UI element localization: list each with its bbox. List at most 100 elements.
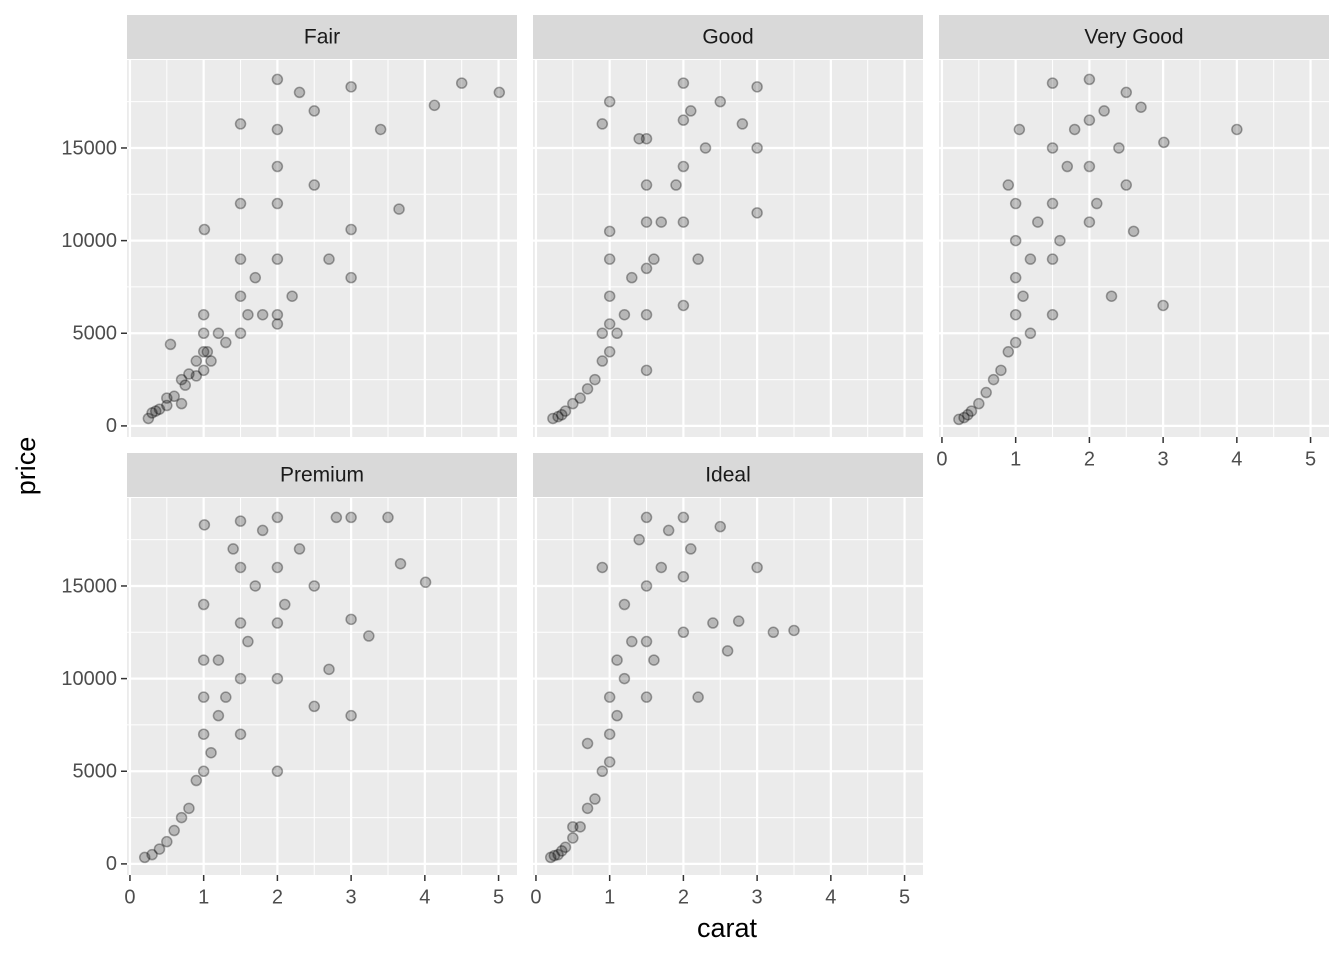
point — [648, 253, 660, 265]
point — [767, 626, 780, 639]
point — [242, 635, 254, 648]
point — [1009, 308, 1022, 321]
point — [271, 561, 284, 574]
y-tick-label: 15000 — [61, 575, 117, 597]
point — [640, 635, 653, 648]
point — [640, 262, 653, 275]
x-tick-label: 0 — [936, 448, 947, 470]
point — [286, 290, 298, 302]
point — [345, 271, 357, 284]
point — [640, 364, 653, 377]
x-tick-label: 4 — [419, 886, 430, 908]
point — [323, 253, 335, 265]
point — [556, 845, 568, 857]
point — [197, 327, 210, 340]
point — [677, 626, 690, 639]
point — [1127, 225, 1140, 238]
x-tick-label: 5 — [899, 886, 910, 908]
point — [293, 543, 306, 555]
x-tick-label: 2 — [1084, 448, 1095, 470]
point — [271, 253, 284, 265]
x-tick-label: 1 — [1010, 448, 1021, 470]
point — [640, 132, 653, 145]
point — [1032, 216, 1044, 228]
point — [721, 645, 734, 657]
point — [677, 511, 690, 524]
point — [655, 561, 668, 574]
point — [153, 403, 166, 415]
point — [1157, 299, 1169, 312]
point — [732, 615, 745, 627]
point — [197, 598, 210, 611]
x-tick-label: 0 — [124, 886, 135, 908]
point — [751, 142, 763, 154]
point — [677, 114, 690, 126]
point — [197, 728, 210, 740]
point — [234, 327, 247, 340]
point — [234, 561, 247, 574]
point — [633, 132, 645, 145]
point — [589, 373, 601, 386]
point — [393, 203, 405, 215]
panel — [533, 60, 923, 437]
panel — [127, 60, 517, 437]
point — [198, 519, 211, 531]
point — [640, 691, 653, 703]
point — [205, 746, 217, 759]
point — [574, 392, 586, 404]
point — [197, 691, 210, 703]
point — [567, 397, 579, 410]
point — [179, 379, 191, 391]
y-tick-label: 15000 — [61, 137, 117, 159]
x-tick-label: 5 — [493, 886, 504, 908]
point — [220, 691, 232, 703]
point — [201, 346, 214, 358]
point — [419, 576, 432, 589]
point — [1105, 290, 1118, 302]
point — [611, 709, 623, 722]
point — [714, 95, 727, 108]
point — [271, 73, 284, 86]
point — [640, 580, 653, 592]
y-tick-label: 0 — [106, 853, 117, 875]
point — [958, 411, 970, 424]
point — [699, 142, 712, 154]
point — [1083, 160, 1096, 173]
point — [190, 774, 203, 787]
point — [190, 355, 203, 367]
point — [677, 160, 690, 173]
point — [965, 405, 978, 417]
point — [293, 86, 306, 99]
point — [345, 223, 357, 236]
point — [552, 410, 564, 423]
point — [1002, 179, 1015, 191]
x-tick-label: 4 — [825, 886, 836, 908]
point — [256, 308, 269, 321]
point — [234, 118, 247, 130]
point — [212, 709, 225, 722]
x-tick-label: 1 — [198, 886, 209, 908]
point — [692, 691, 704, 703]
point — [751, 561, 763, 574]
point — [345, 709, 357, 722]
panel — [939, 60, 1329, 437]
point — [308, 179, 321, 191]
point — [394, 557, 407, 570]
point — [581, 737, 594, 750]
x-tick-label: 3 — [346, 886, 357, 908]
point — [345, 511, 357, 524]
point — [1158, 136, 1170, 149]
point — [626, 271, 638, 284]
point — [234, 515, 247, 527]
y-axis-title: price — [11, 437, 41, 496]
point — [559, 405, 572, 417]
point — [234, 197, 247, 210]
point — [548, 849, 561, 862]
x-axis-title: carat — [697, 913, 758, 943]
point — [175, 811, 188, 824]
point — [618, 672, 631, 685]
point — [685, 543, 697, 555]
point — [279, 598, 291, 611]
point — [382, 511, 394, 524]
point — [242, 308, 254, 321]
